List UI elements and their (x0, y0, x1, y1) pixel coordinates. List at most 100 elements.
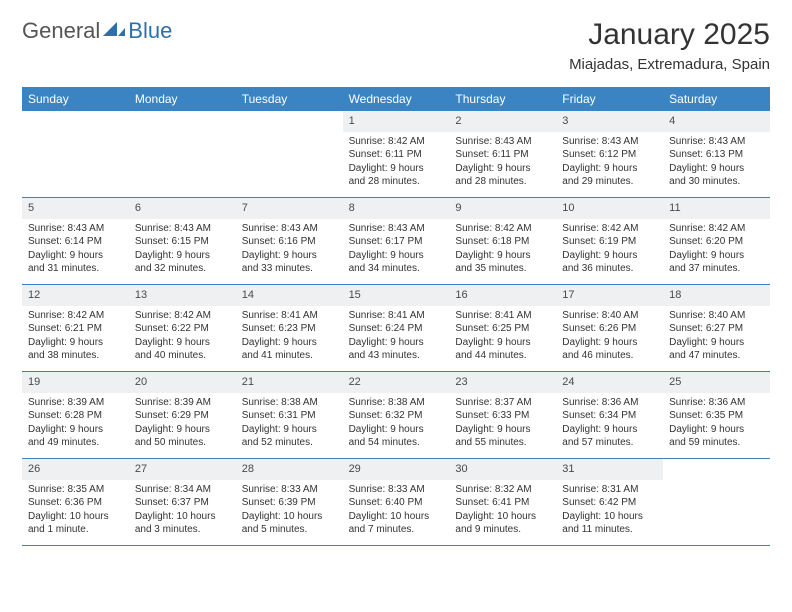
sunset-text: Sunset: 6:12 PM (562, 148, 657, 162)
day-number: 5 (22, 198, 129, 219)
calendar-cell: 27Sunrise: 8:34 AMSunset: 6:37 PMDayligh… (129, 459, 236, 545)
daylight-text: Daylight: 10 hours (349, 510, 444, 524)
sunset-text: Sunset: 6:24 PM (349, 322, 444, 336)
day-body: Sunrise: 8:43 AMSunset: 6:15 PMDaylight:… (129, 219, 236, 281)
daylight-text-2: and 40 minutes. (135, 349, 230, 363)
day-name: Tuesday (236, 87, 343, 111)
calendar-cell: 16Sunrise: 8:41 AMSunset: 6:25 PMDayligh… (449, 285, 556, 371)
sunset-text: Sunset: 6:27 PM (669, 322, 764, 336)
calendar-cell: 8Sunrise: 8:43 AMSunset: 6:17 PMDaylight… (343, 198, 450, 284)
daylight-text-2: and 52 minutes. (242, 436, 337, 450)
sunset-text: Sunset: 6:20 PM (669, 235, 764, 249)
calendar-cell: 20Sunrise: 8:39 AMSunset: 6:29 PMDayligh… (129, 372, 236, 458)
day-number: 24 (556, 372, 663, 393)
calendar-week: 26Sunrise: 8:35 AMSunset: 6:36 PMDayligh… (22, 459, 770, 546)
sunrise-text: Sunrise: 8:32 AM (455, 483, 550, 497)
day-number: 17 (556, 285, 663, 306)
day-number: 1 (343, 111, 450, 132)
calendar-cell: 3Sunrise: 8:43 AMSunset: 6:12 PMDaylight… (556, 111, 663, 197)
sunset-text: Sunset: 6:25 PM (455, 322, 550, 336)
day-name: Friday (556, 87, 663, 111)
day-number: 26 (22, 459, 129, 480)
day-number: 29 (343, 459, 450, 480)
daylight-text-2: and 11 minutes. (562, 523, 657, 537)
day-body: Sunrise: 8:41 AMSunset: 6:24 PMDaylight:… (343, 306, 450, 368)
daylight-text: Daylight: 9 hours (28, 423, 123, 437)
sunrise-text: Sunrise: 8:43 AM (349, 222, 444, 236)
day-number: 2 (449, 111, 556, 132)
day-body: Sunrise: 8:36 AMSunset: 6:35 PMDaylight:… (663, 393, 770, 455)
daylight-text-2: and 43 minutes. (349, 349, 444, 363)
daylight-text-2: and 1 minute. (28, 523, 123, 537)
sunrise-text: Sunrise: 8:43 AM (455, 135, 550, 149)
sunset-text: Sunset: 6:23 PM (242, 322, 337, 336)
sunset-text: Sunset: 6:28 PM (28, 409, 123, 423)
sunrise-text: Sunrise: 8:42 AM (135, 309, 230, 323)
sunrise-text: Sunrise: 8:43 AM (28, 222, 123, 236)
daylight-text-2: and 37 minutes. (669, 262, 764, 276)
sunset-text: Sunset: 6:16 PM (242, 235, 337, 249)
daylight-text-2: and 41 minutes. (242, 349, 337, 363)
day-name: Saturday (663, 87, 770, 111)
sunrise-text: Sunrise: 8:41 AM (242, 309, 337, 323)
day-number: 19 (22, 372, 129, 393)
day-body: Sunrise: 8:33 AMSunset: 6:39 PMDaylight:… (236, 480, 343, 542)
calendar-cell (22, 111, 129, 197)
daylight-text: Daylight: 9 hours (455, 249, 550, 263)
sunrise-text: Sunrise: 8:39 AM (135, 396, 230, 410)
day-body: Sunrise: 8:31 AMSunset: 6:42 PMDaylight:… (556, 480, 663, 542)
daylight-text-2: and 28 minutes. (455, 175, 550, 189)
calendar-weeks: 1 Sunrise: 8:42 AM Sunset: 6:11 PM Daylight… (22, 111, 770, 546)
calendar-cell: 31Sunrise: 8:31 AMSunset: 6:42 PMDayligh… (556, 459, 663, 545)
sunrise-text: Sunrise: 8:38 AM (349, 396, 444, 410)
day-body: Sunrise: 8:43 AMSunset: 6:12 PMDaylight:… (556, 132, 663, 194)
logo-text-2: Blue (128, 18, 172, 44)
sunrise-text: Sunrise: 8:40 AM (562, 309, 657, 323)
day-body: Sunrise: 8:43 AMSunset: 6:16 PMDaylight:… (236, 219, 343, 281)
sunrise-text: Sunrise: 8:42 AM (349, 135, 444, 149)
day-body: Sunrise: 8:42 AMSunset: 6:18 PMDaylight:… (449, 219, 556, 281)
daylight-text: Daylight: 9 hours (669, 162, 764, 176)
daylight-text-2: and 9 minutes. (455, 523, 550, 537)
day-number: 7 (236, 198, 343, 219)
calendar-cell: 14Sunrise: 8:41 AMSunset: 6:23 PMDayligh… (236, 285, 343, 371)
calendar-cell: 17Sunrise: 8:40 AMSunset: 6:26 PMDayligh… (556, 285, 663, 371)
daylight-text: Daylight: 9 hours (135, 423, 230, 437)
day-body: Sunrise: 8:42 AMSunset: 6:19 PMDaylight:… (556, 219, 663, 281)
daylight-text-2: and 28 minutes. (349, 175, 444, 189)
calendar-cell: 5Sunrise: 8:43 AMSunset: 6:14 PMDaylight… (22, 198, 129, 284)
calendar-cell (663, 459, 770, 545)
calendar-cell: 11Sunrise: 8:42 AMSunset: 6:20 PMDayligh… (663, 198, 770, 284)
sunrise-text: Sunrise: 8:42 AM (669, 222, 764, 236)
daylight-text: Daylight: 9 hours (669, 336, 764, 350)
day-body: Sunrise: 8:43 AMSunset: 6:17 PMDaylight:… (343, 219, 450, 281)
calendar-cell: 2Sunrise: 8:43 AMSunset: 6:11 PMDaylight… (449, 111, 556, 197)
calendar-cell: 22Sunrise: 8:38 AMSunset: 6:32 PMDayligh… (343, 372, 450, 458)
day-number: 4 (663, 111, 770, 132)
day-number: 18 (663, 285, 770, 306)
day-name: Sunday (22, 87, 129, 111)
day-body: Sunrise: 8:43 AMSunset: 6:14 PMDaylight:… (22, 219, 129, 281)
day-body: Sunrise: 8:33 AMSunset: 6:40 PMDaylight:… (343, 480, 450, 542)
day-body: Sunrise: 8:35 AMSunset: 6:36 PMDaylight:… (22, 480, 129, 542)
daylight-text: Daylight: 9 hours (669, 423, 764, 437)
calendar-cell: 12Sunrise: 8:42 AMSunset: 6:21 PMDayligh… (22, 285, 129, 371)
sunset-text: Sunset: 6:42 PM (562, 496, 657, 510)
day-body: Sunrise: 8:38 AMSunset: 6:31 PMDaylight:… (236, 393, 343, 455)
daylight-text: Daylight: 9 hours (242, 423, 337, 437)
calendar-cell: 26Sunrise: 8:35 AMSunset: 6:36 PMDayligh… (22, 459, 129, 545)
day-number: 21 (236, 372, 343, 393)
day-number: 10 (556, 198, 663, 219)
calendar-week: 1 Sunrise: 8:42 AM Sunset: 6:11 PM Daylight… (22, 111, 770, 198)
day-body: Sunrise: 8:41 AMSunset: 6:25 PMDaylight:… (449, 306, 556, 368)
daylight-text-2: and 3 minutes. (135, 523, 230, 537)
day-body: Sunrise: 8:42 AMSunset: 6:20 PMDaylight:… (663, 219, 770, 281)
sunrise-text: Sunrise: 8:43 AM (242, 222, 337, 236)
calendar-day-header: Sunday Monday Tuesday Wednesday Thursday… (22, 87, 770, 111)
daylight-text-2: and 46 minutes. (562, 349, 657, 363)
sunset-text: Sunset: 6:11 PM (455, 148, 550, 162)
sunset-text: Sunset: 6:29 PM (135, 409, 230, 423)
day-number: 6 (129, 198, 236, 219)
sunrise-text: Sunrise: 8:31 AM (562, 483, 657, 497)
day-body: Sunrise: 8:39 AMSunset: 6:29 PMDaylight:… (129, 393, 236, 455)
